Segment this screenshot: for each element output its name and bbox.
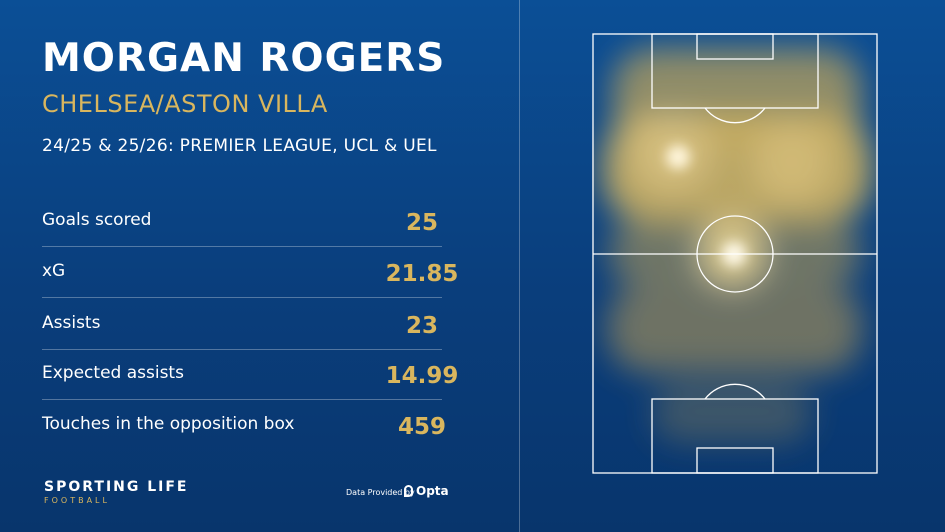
stat-label: Touches in the opposition box: [42, 414, 295, 434]
pitch-markings: [592, 33, 878, 474]
opta-label: Opta: [416, 484, 449, 498]
opta-logo-icon: [404, 485, 413, 497]
row-divider: [42, 399, 442, 400]
stat-value: 25: [405, 210, 438, 236]
sporting-life-logo: SPORTING LIFE FOOTBALL: [44, 479, 189, 505]
stat-row-assists: Assists 23: [42, 313, 442, 363]
stat-value: 459: [397, 414, 446, 440]
stat-value: 23: [405, 313, 438, 339]
stat-row-xg: xG 21.85: [42, 261, 458, 311]
stat-label: Goals scored: [42, 210, 152, 230]
stat-value: 14.99: [385, 363, 459, 389]
row-divider: [42, 349, 442, 350]
player-clubs: CHELSEA/ASTON VILLA: [42, 90, 328, 118]
heatmap-layer: [602, 48, 872, 443]
stat-row-box-touches: Touches in the opposition box 459: [42, 414, 446, 464]
brand-line-2: FOOTBALL: [44, 496, 110, 505]
stat-label: Assists: [42, 313, 101, 333]
pitch-heatmap: [592, 33, 878, 474]
stat-row-goals: Goals scored 25: [42, 210, 442, 260]
vertical-divider: [519, 0, 520, 532]
row-divider: [42, 297, 442, 298]
stat-label: xG: [42, 261, 66, 281]
stat-value: 21.85: [385, 261, 459, 287]
opta-logo: Opta: [404, 484, 449, 498]
row-divider: [42, 246, 442, 247]
stat-row-expected-assists: Expected assists 14.99: [42, 363, 458, 413]
competitions-subtitle: 24/25 & 25/26: PREMIER LEAGUE, UCL & UEL: [42, 136, 437, 156]
player-name: MORGAN ROGERS: [42, 36, 446, 81]
data-provided-by-label: Data Provided by: [346, 488, 415, 497]
brand-line-1: SPORTING LIFE: [44, 479, 189, 495]
stat-label: Expected assists: [42, 363, 184, 383]
